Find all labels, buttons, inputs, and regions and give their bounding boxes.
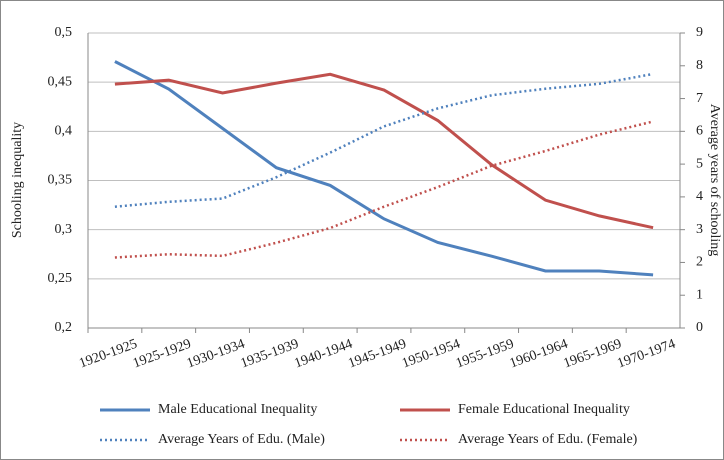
y-tick-label: 0,5 (55, 25, 73, 40)
y2-axis-label: Average years of schooling (707, 104, 722, 257)
series-line (114, 60, 654, 277)
y2-tick-label: 4 (696, 189, 703, 204)
series-line (114, 72, 654, 230)
y-tick-label: 0,2 (55, 320, 73, 335)
series-line (114, 120, 654, 259)
y-tick-label: 0,25 (48, 271, 73, 286)
y2-tick-label: 5 (696, 156, 703, 171)
y-tick-label: 0,4 (55, 124, 73, 139)
y2-tick-label: 1 (696, 287, 703, 302)
y2-tick-label: 6 (696, 124, 703, 139)
y2-tick-label: 9 (696, 25, 703, 40)
y2-tick-label: 8 (696, 58, 703, 73)
y2-tick-label: 3 (696, 222, 703, 237)
y-tick-label: 0,45 (48, 74, 73, 89)
y2-tick-label: 7 (696, 91, 703, 106)
y-tick-label: 0,35 (48, 173, 73, 188)
legend-label: Male Educational Inequality (158, 402, 317, 417)
legend-label: Average Years of Edu. (Male) (158, 432, 325, 447)
legend-label: Female Educational Inequality (458, 402, 630, 417)
legend-label: Average Years of Edu. (Female) (458, 432, 638, 447)
y-tick-label: 0,3 (55, 222, 73, 237)
y2-tick-label: 0 (696, 320, 703, 335)
y-axis-label: Schooling inequality (10, 122, 25, 238)
y2-tick-label: 2 (696, 255, 703, 270)
